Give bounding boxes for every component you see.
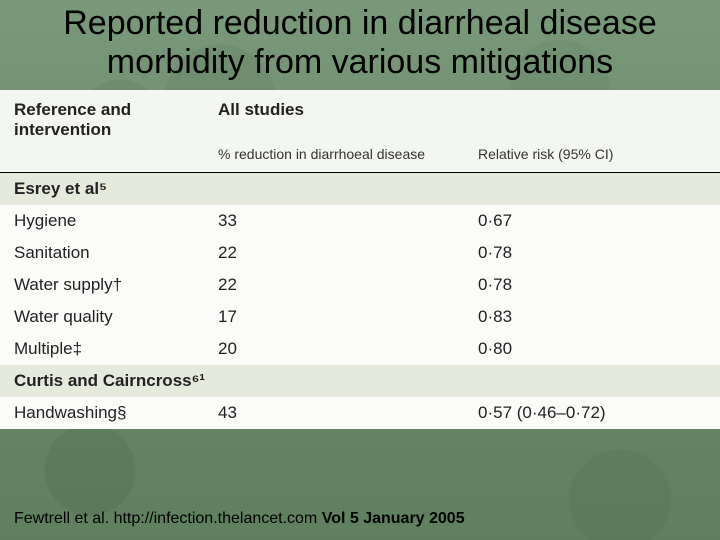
section-heading: Curtis and Cairncross⁶¹ xyxy=(0,365,720,397)
cell-rr: 0·67 xyxy=(470,205,720,237)
table-row: Hygiene 33 0·67 xyxy=(0,205,720,237)
table-row: Water supply† 22 0·78 xyxy=(0,269,720,301)
cell-pct: 20 xyxy=(210,333,470,365)
col-header-allstudies: All studies xyxy=(210,90,470,144)
col-sub-ref xyxy=(0,144,210,173)
cell-ref: Multiple‡ xyxy=(0,333,210,365)
table-row: Handwashing§ 43 0·57 (0·46–0·72) xyxy=(0,397,720,429)
cell-pct: 22 xyxy=(210,237,470,269)
col-sub-pct: % reduction in diarrhoeal disease xyxy=(210,144,470,173)
table-row: Water quality 17 0·83 xyxy=(0,301,720,333)
cell-ref: Handwashing§ xyxy=(0,397,210,429)
cell-rr: 0·78 xyxy=(470,269,720,301)
section-heading-label: Esrey et al⁵ xyxy=(0,173,720,206)
section-heading-label: Curtis and Cairncross⁶¹ xyxy=(0,365,720,397)
cell-ref: Water supply† xyxy=(0,269,210,301)
table-subheader-row: % reduction in diarrhoeal disease Relati… xyxy=(0,144,720,173)
cell-rr: 0·78 xyxy=(470,237,720,269)
citation-bold: Vol 5 January 2005 xyxy=(322,510,465,527)
reduction-table: Reference and intervention All studies %… xyxy=(0,90,720,429)
table-row: Sanitation 22 0·78 xyxy=(0,237,720,269)
citation-footer: Fewtrell et al. http://infection.thelanc… xyxy=(14,510,465,528)
cell-rr: 0·83 xyxy=(470,301,720,333)
table-header-row: Reference and intervention All studies xyxy=(0,90,720,144)
cell-ref: Water quality xyxy=(0,301,210,333)
cell-pct: 33 xyxy=(210,205,470,237)
table-row: Multiple‡ 20 0·80 xyxy=(0,333,720,365)
cell-rr: 0·80 xyxy=(470,333,720,365)
col-header-ref: Reference and intervention xyxy=(0,90,210,144)
table-container: Reference and intervention All studies %… xyxy=(0,90,720,429)
citation-prefix: Fewtrell et al. http://infection.thelanc… xyxy=(14,510,322,527)
section-heading: Esrey et al⁵ xyxy=(0,173,720,206)
slide-title: Reported reduction in diarrheal disease … xyxy=(0,0,720,90)
cell-pct: 22 xyxy=(210,269,470,301)
col-sub-rr: Relative risk (95% CI) xyxy=(470,144,720,173)
col-header-rr xyxy=(470,90,720,144)
cell-rr: 0·57 (0·46–0·72) xyxy=(470,397,720,429)
cell-pct: 43 xyxy=(210,397,470,429)
cell-pct: 17 xyxy=(210,301,470,333)
cell-ref: Sanitation xyxy=(0,237,210,269)
cell-ref: Hygiene xyxy=(0,205,210,237)
